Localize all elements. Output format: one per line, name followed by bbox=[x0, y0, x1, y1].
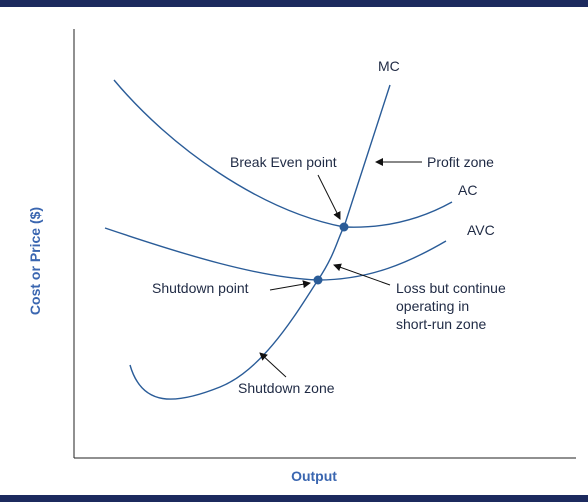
cost-curves-chart: Cost or Price ($) Output MC AC AVC Break… bbox=[27, 29, 576, 484]
shutdown-zone-label: Shutdown zone bbox=[238, 380, 335, 396]
chart-frame: Cost or Price ($) Output MC AC AVC Break… bbox=[0, 7, 588, 495]
avc-label: AVC bbox=[467, 222, 495, 238]
shutdown-zone-arrow bbox=[259, 352, 287, 378]
mc-label: MC bbox=[378, 58, 400, 74]
x-axis-title: Output bbox=[291, 468, 337, 484]
break-even-point-marker bbox=[339, 222, 349, 232]
loss-zone-line-3: short-run zone bbox=[396, 316, 486, 332]
loss-zone-line-1: Loss but continue bbox=[396, 280, 506, 296]
loss-zone-label: Loss but continue operating in short-run… bbox=[396, 280, 506, 332]
profit-zone-label: Profit zone bbox=[427, 154, 494, 170]
break-even-label: Break Even point bbox=[230, 154, 337, 170]
mc-curve bbox=[129, 84, 391, 400]
y-axis-title: Cost or Price ($) bbox=[27, 207, 43, 315]
ac-label: AC bbox=[458, 182, 477, 198]
avc-curve bbox=[104, 227, 447, 281]
shutdown-point-label: Shutdown point bbox=[152, 280, 249, 296]
shutdown-point-marker bbox=[313, 275, 323, 285]
loss-zone-line-2: operating in bbox=[396, 298, 469, 314]
shutdown-point-arrow bbox=[269, 280, 311, 291]
break-even-arrow bbox=[317, 174, 341, 220]
loss-zone-arrow bbox=[333, 263, 391, 286]
ac-curve bbox=[113, 79, 453, 228]
